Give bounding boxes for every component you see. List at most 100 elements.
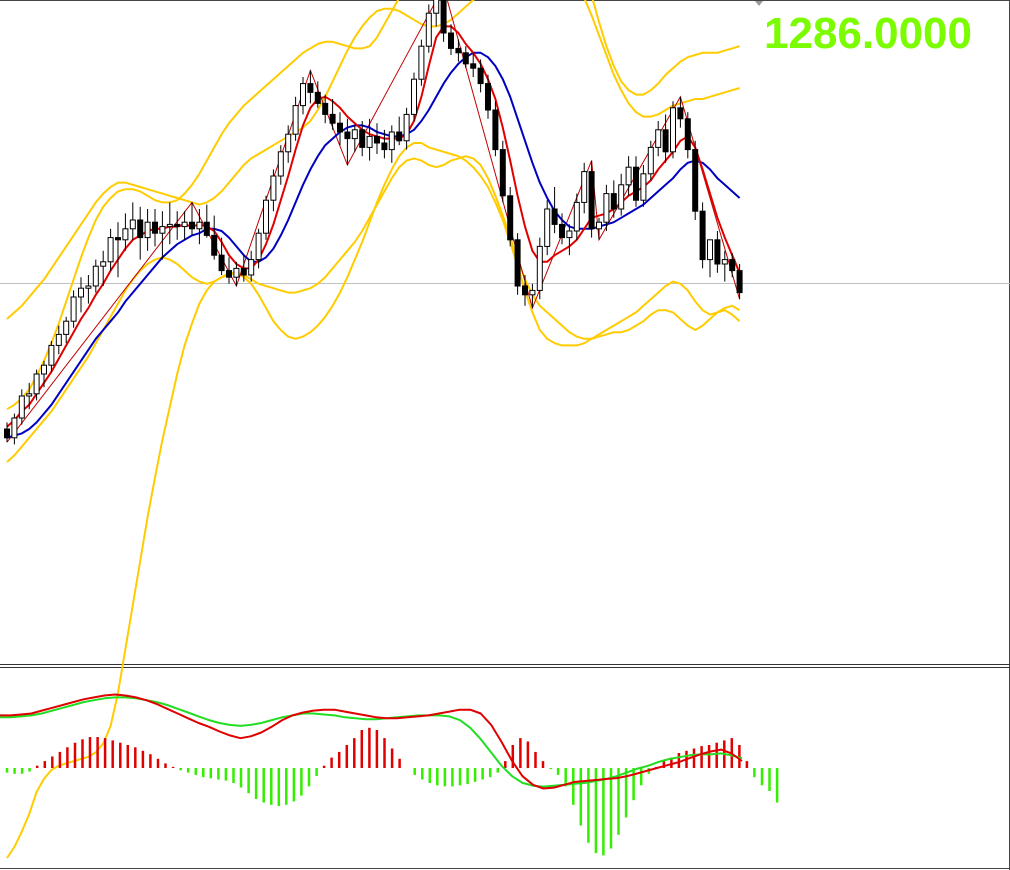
- candle[interactable]: [662, 114, 669, 163]
- candle[interactable]: [559, 213, 565, 245]
- candle[interactable]: [344, 118, 351, 165]
- candle[interactable]: [248, 250, 255, 282]
- candle[interactable]: [485, 74, 491, 119]
- candle[interactable]: [440, 0, 447, 42]
- candle[interactable]: [507, 187, 514, 247]
- candle[interactable]: [78, 277, 84, 313]
- candle[interactable]: [692, 140, 699, 220]
- candle[interactable]: [366, 118, 373, 161]
- candle[interactable]: [218, 237, 225, 275]
- candle[interactable]: [551, 187, 558, 234]
- candle[interactable]: [640, 165, 647, 207]
- candle[interactable]: [92, 259, 99, 293]
- candle[interactable]: [85, 275, 92, 304]
- candle[interactable]: [470, 52, 477, 77]
- candle[interactable]: [240, 255, 247, 282]
- candle[interactable]: [610, 180, 617, 218]
- candle[interactable]: [48, 341, 55, 372]
- candle[interactable]: [418, 39, 425, 86]
- candle[interactable]: [618, 173, 625, 216]
- candle[interactable]: [729, 253, 736, 278]
- candle[interactable]: [107, 228, 114, 271]
- candle[interactable]: [63, 316, 70, 344]
- candle[interactable]: [477, 59, 484, 93]
- candle[interactable]: [529, 283, 536, 308]
- candle[interactable]: [70, 290, 77, 328]
- candle[interactable]: [285, 125, 292, 163]
- candle[interactable]: [189, 202, 195, 236]
- candle[interactable]: [425, 4, 432, 53]
- candle[interactable]: [566, 224, 573, 256]
- candle[interactable]: [55, 325, 62, 355]
- candle[interactable]: [536, 237, 543, 300]
- candle[interactable]: [292, 96, 299, 141]
- candle[interactable]: [714, 231, 721, 273]
- candle[interactable]: [403, 107, 410, 150]
- candle[interactable]: [26, 382, 33, 410]
- candle[interactable]: [670, 101, 676, 159]
- candle[interactable]: [588, 160, 595, 238]
- candle[interactable]: [448, 24, 454, 55]
- candle[interactable]: [707, 239, 713, 278]
- candle[interactable]: [499, 140, 506, 203]
- candle[interactable]: [381, 129, 388, 159]
- candle[interactable]: [11, 413, 18, 445]
- candle[interactable]: [721, 250, 728, 282]
- candle[interactable]: [322, 94, 329, 124]
- candle[interactable]: [396, 116, 403, 146]
- candle[interactable]: [337, 112, 343, 146]
- candle[interactable]: [699, 202, 706, 269]
- candle[interactable]: [603, 184, 610, 231]
- candle[interactable]: [455, 39, 462, 62]
- candle[interactable]: [100, 250, 107, 286]
- candle[interactable]: [647, 140, 654, 181]
- candle[interactable]: [159, 211, 166, 260]
- candle[interactable]: [736, 264, 743, 300]
- candle[interactable]: [166, 202, 173, 245]
- candle[interactable]: [33, 369, 40, 401]
- candle[interactable]: [233, 261, 240, 286]
- candle[interactable]: [174, 211, 181, 240]
- candle[interactable]: [18, 389, 25, 425]
- candle[interactable]: [263, 195, 269, 240]
- candle[interactable]: [300, 77, 306, 115]
- candle[interactable]: [152, 209, 158, 247]
- candle[interactable]: [196, 209, 203, 245]
- candle[interactable]: [388, 125, 395, 163]
- candle[interactable]: [211, 215, 218, 260]
- candle[interactable]: [411, 72, 417, 121]
- candle[interactable]: [596, 217, 602, 240]
- candle[interactable]: [462, 46, 469, 69]
- candle[interactable]: [115, 222, 121, 278]
- candle[interactable]: [522, 275, 528, 306]
- candle[interactable]: [41, 360, 47, 388]
- candle[interactable]: [314, 81, 321, 108]
- candle[interactable]: [359, 121, 366, 157]
- candle[interactable]: [433, 0, 440, 27]
- candle[interactable]: [307, 70, 314, 104]
- candle[interactable]: [122, 213, 129, 251]
- candle[interactable]: [625, 156, 632, 196]
- candle[interactable]: [677, 96, 684, 128]
- candle[interactable]: [633, 156, 639, 207]
- candle[interactable]: [492, 101, 499, 157]
- candle[interactable]: [573, 193, 580, 240]
- candle[interactable]: [137, 206, 144, 260]
- candle[interactable]: [581, 162, 588, 214]
- candle[interactable]: [329, 99, 336, 130]
- candle[interactable]: [684, 112, 691, 159]
- candle[interactable]: [226, 257, 232, 284]
- candle[interactable]: [144, 209, 151, 251]
- candle[interactable]: [655, 121, 662, 157]
- candle[interactable]: [544, 200, 551, 256]
- candle[interactable]: [270, 169, 277, 212]
- candle[interactable]: [514, 233, 521, 295]
- candle[interactable]: [4, 422, 10, 443]
- candle[interactable]: [255, 228, 262, 269]
- candle[interactable]: [374, 123, 380, 154]
- candle[interactable]: [129, 202, 136, 240]
- candle[interactable]: [351, 125, 358, 152]
- candle[interactable]: [277, 145, 284, 185]
- candle[interactable]: [181, 211, 188, 240]
